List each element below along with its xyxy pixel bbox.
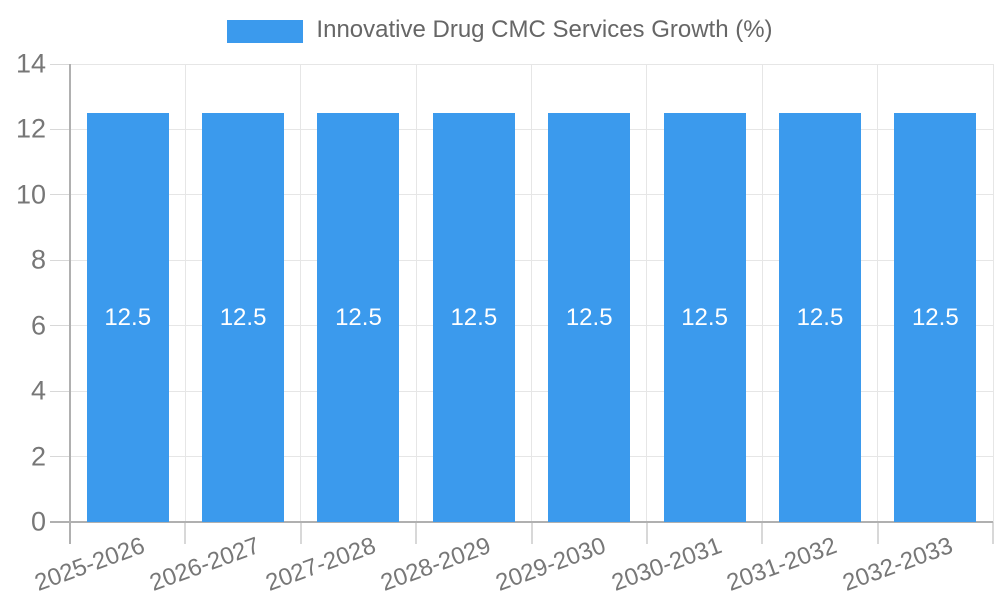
bar-value-label: 12.5 xyxy=(450,303,498,331)
x-gridline xyxy=(992,64,994,522)
y-axis-line xyxy=(69,64,71,544)
x-gridline xyxy=(646,64,648,522)
y-axis-tick xyxy=(50,63,70,65)
x-gridline xyxy=(877,64,879,522)
x-axis-tick xyxy=(645,522,648,544)
bar-2030-2031 xyxy=(663,113,746,522)
bar-2025-2026 xyxy=(86,113,169,522)
x-gridline xyxy=(300,64,302,522)
bar-value-label: 12.5 xyxy=(911,303,959,331)
bar-2027-2028 xyxy=(317,113,400,522)
y-axis-tick xyxy=(50,259,70,261)
y-axis-tick-label: 8 xyxy=(30,244,46,275)
x-gridline xyxy=(184,64,186,522)
x-axis-tick-label: 2025-2026 xyxy=(31,532,149,597)
y-axis-tick-label: 12 xyxy=(15,113,46,144)
bar-2029-2030 xyxy=(548,113,631,522)
chart-legend[interactable]: Innovative Drug CMC Services Growth (%) xyxy=(0,18,1000,44)
x-gridline xyxy=(415,64,417,522)
bar-value-label: 12.5 xyxy=(796,303,844,331)
x-axis-tick-label: 2030-2031 xyxy=(608,532,726,597)
x-axis-tick-label: 2031-2032 xyxy=(723,532,841,597)
y-axis-tick-label: 14 xyxy=(15,48,46,79)
y-axis-tick xyxy=(50,128,70,130)
bar-value-label: 12.5 xyxy=(219,303,267,331)
y-axis-tick xyxy=(50,325,70,327)
bar-value-label: 12.5 xyxy=(335,303,382,331)
x-axis-line xyxy=(50,521,993,523)
x-axis-tick xyxy=(415,522,418,544)
x-axis-tick xyxy=(876,522,879,544)
y-axis-tick-label: 6 xyxy=(30,310,46,341)
y-axis-tick-label: 0 xyxy=(30,506,46,537)
y-axis-tick-label: 10 xyxy=(15,179,46,210)
x-axis-tick-label: 2032-2033 xyxy=(838,532,956,597)
x-axis-tick-label: 2028-2029 xyxy=(377,532,495,597)
legend-label: Innovative Drug CMC Services Growth (%) xyxy=(316,16,773,43)
y-axis-tick-label: 2 xyxy=(30,441,46,472)
bar-value-label: 12.5 xyxy=(681,303,728,331)
bar-value-label: 12.5 xyxy=(104,303,152,331)
y-axis-tick xyxy=(50,390,70,392)
y-axis-tick xyxy=(50,456,70,458)
x-axis-tick xyxy=(992,522,994,544)
x-gridline xyxy=(531,64,532,522)
x-axis-tick-label: 2026-2027 xyxy=(146,532,264,597)
bar-value-label: 12.5 xyxy=(565,303,613,331)
x-axis-tick xyxy=(299,522,302,544)
x-gridline xyxy=(761,64,763,522)
bar-2032-2033 xyxy=(894,113,977,522)
legend-color-swatch xyxy=(227,19,304,43)
bar-2026-2027 xyxy=(202,113,285,522)
x-axis-tick xyxy=(530,522,533,544)
x-axis-tick xyxy=(761,522,764,544)
x-axis-tick xyxy=(184,522,187,544)
bar-2028-2029 xyxy=(432,113,515,522)
x-axis-tick-label: 2027-2028 xyxy=(261,532,379,597)
y-axis-tick-label: 4 xyxy=(30,375,46,406)
y-axis-tick xyxy=(50,194,70,196)
x-axis-tick-label: 2029-2030 xyxy=(492,532,610,597)
bar-2031-2032 xyxy=(778,113,861,522)
